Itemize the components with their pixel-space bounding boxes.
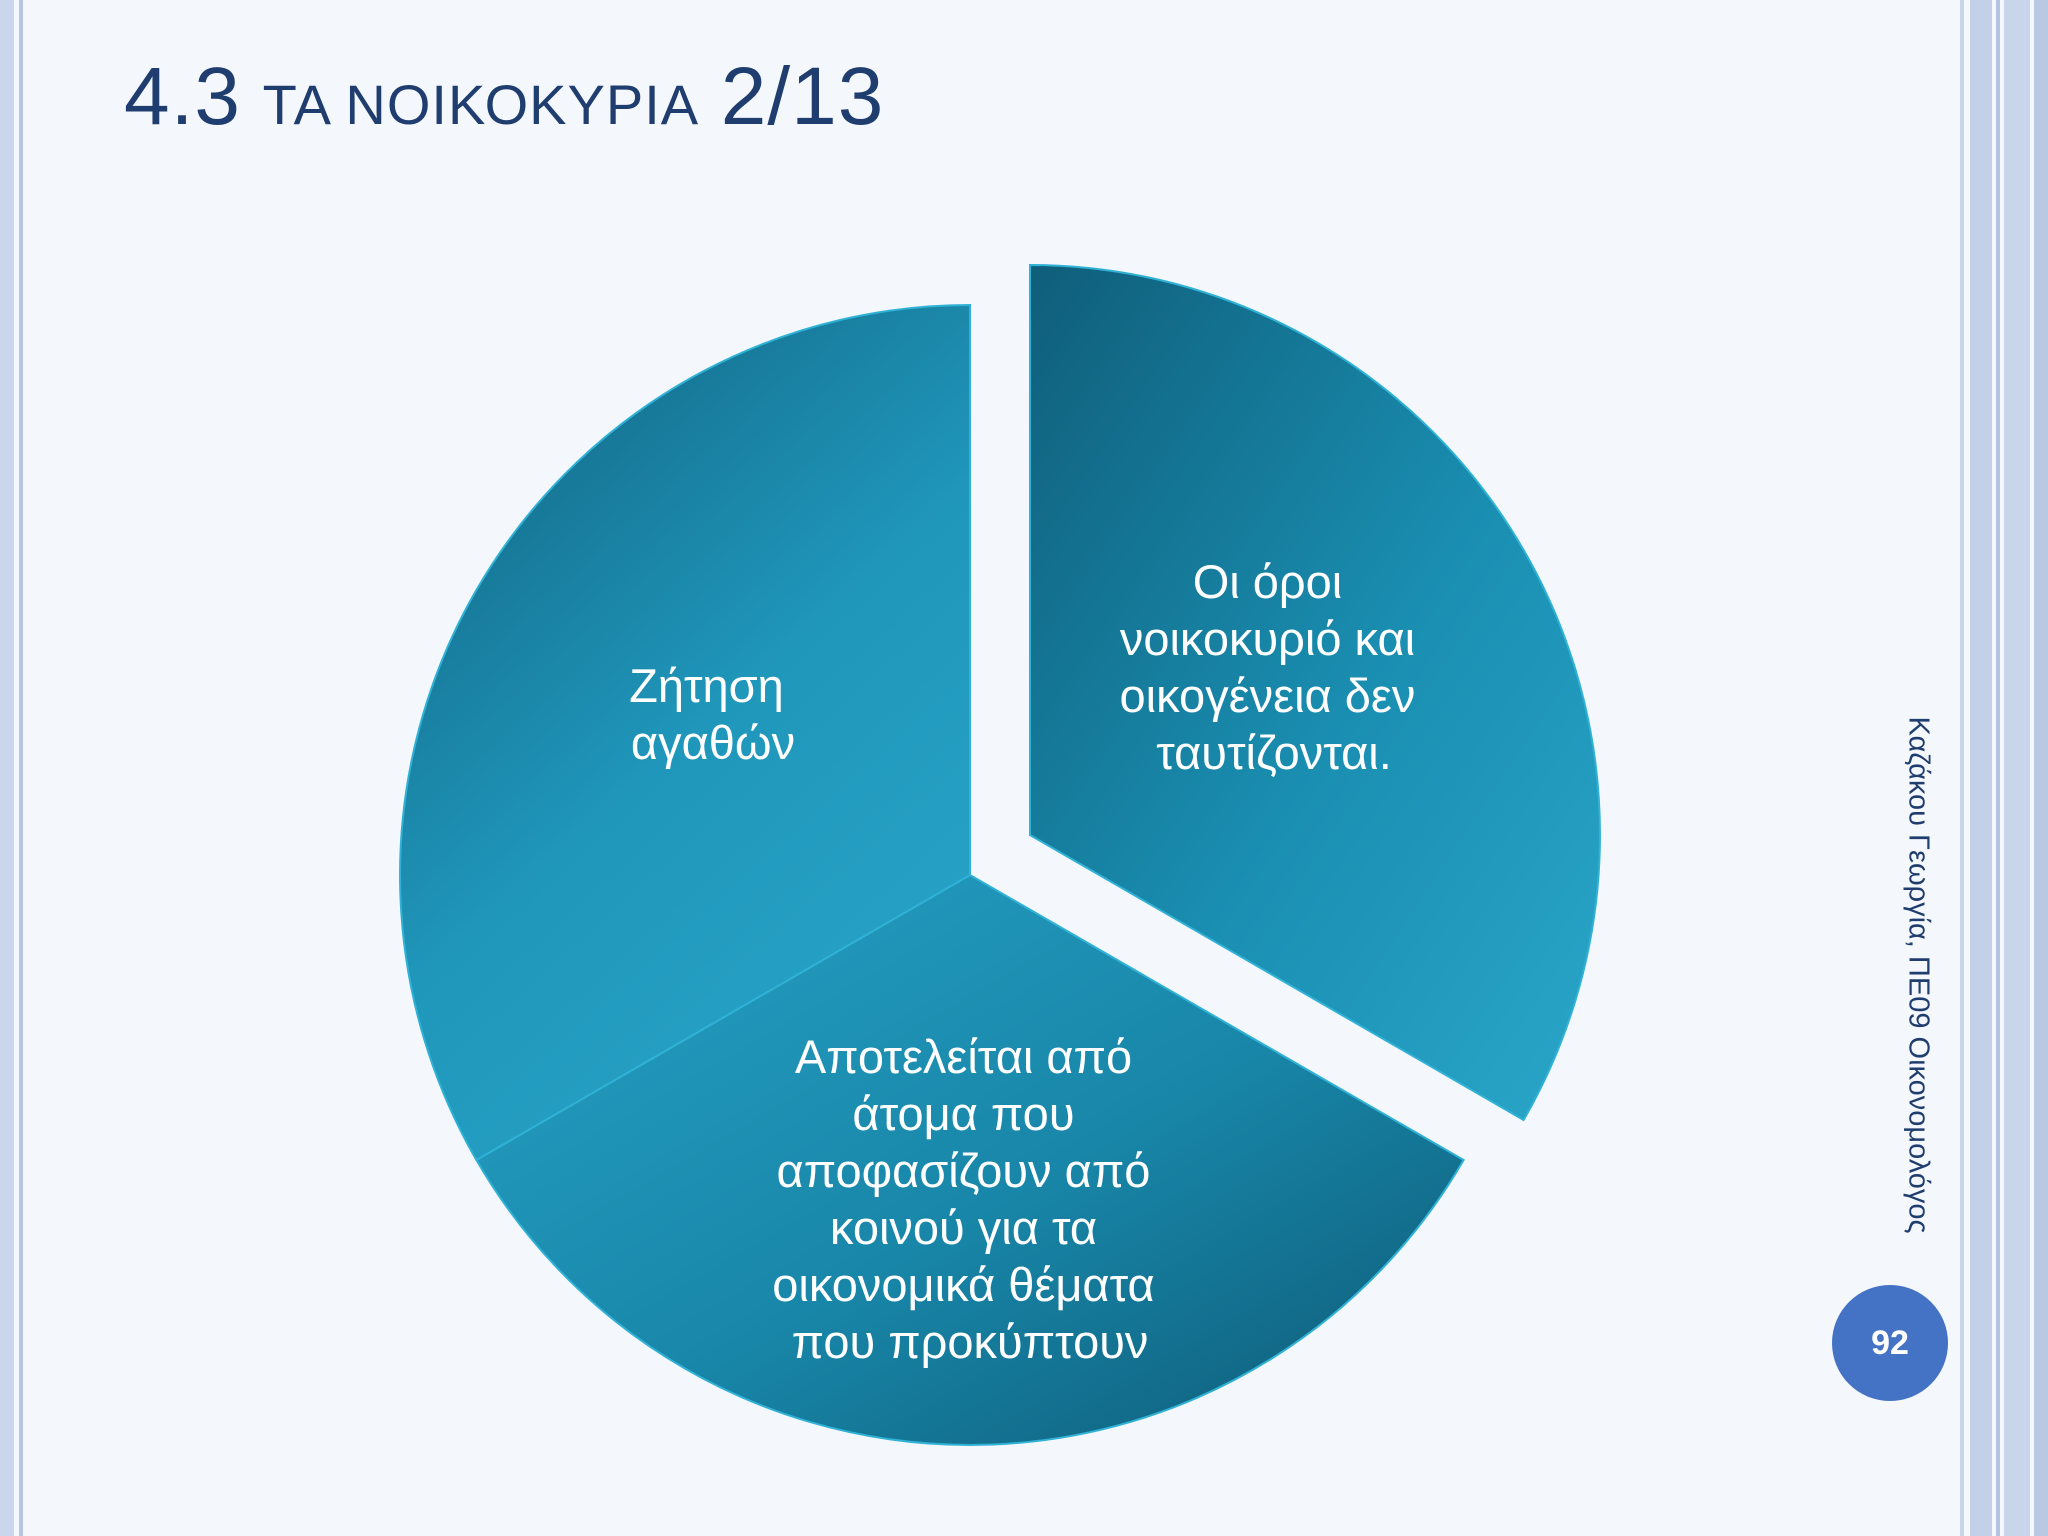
author-vertical-text: Καζάκου Γεωργία, ΠΕ09 Οικονομολόγος — [1902, 716, 1935, 1234]
left-border-rule-thin — [19, 0, 23, 1536]
right-border-stripe — [2034, 0, 2048, 1536]
right-border-stripe — [1960, 0, 1964, 1536]
title-number: 4.3 — [124, 51, 241, 142]
title-text: ΤΑ ΝΟΙΚΟΚΥΡΙΑ — [262, 73, 700, 136]
segment-left — [399, 303, 971, 1162]
right-border-stripe — [2004, 0, 2030, 1536]
segment-label-bottom: Αποτελείται από άτομα που αποφασίζουν απ… — [772, 1030, 1167, 1368]
segment-bottom — [475, 873, 1465, 1446]
segment-top-right — [1029, 263, 1601, 1122]
segment-label-left: Ζήτηση αγαθών — [629, 659, 797, 769]
slide-title: 4.3 ΤΑ ΝΟΙΚΟΚΥΡΙΑ 2/13 — [124, 50, 884, 144]
page-number-badge: 92 — [1832, 1285, 1948, 1401]
title-page-count: 2/13 — [720, 51, 885, 142]
segment-label-top-right: Οι όροι νοικοκυριό και οικογένεια δεν τα… — [1120, 555, 1429, 779]
right-border-stripe — [1996, 0, 2000, 1536]
right-border-stripe — [1970, 0, 1992, 1536]
left-border-rule — [0, 0, 14, 1536]
